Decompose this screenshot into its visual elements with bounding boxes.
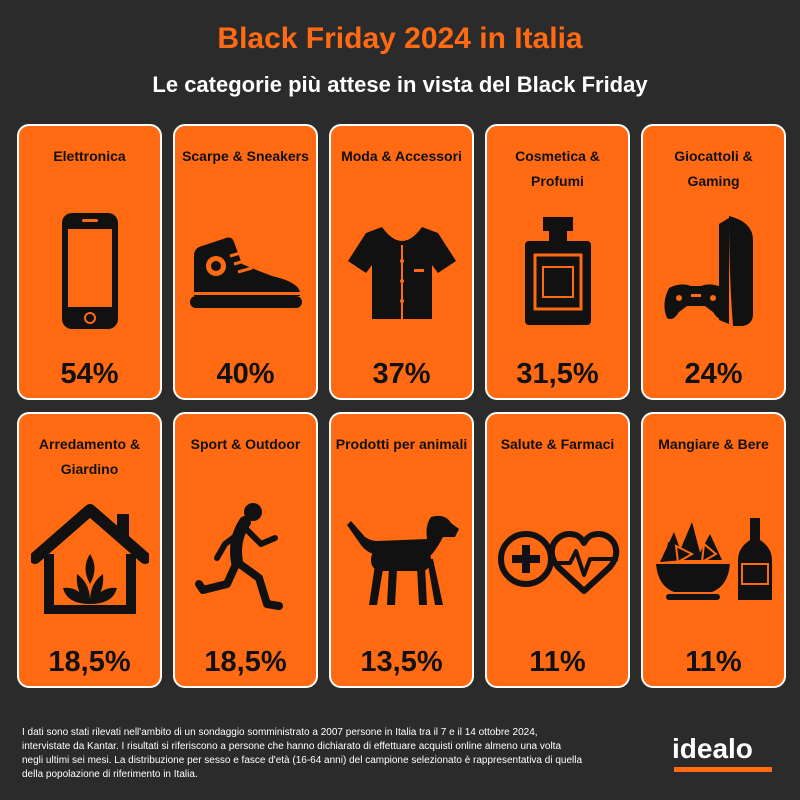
idealo-logo: idealo (672, 733, 753, 764)
category-value: 18,5% (204, 646, 287, 678)
sneaker-icon (181, 196, 310, 346)
category-value: 40% (216, 358, 275, 390)
category-value: 31,5% (516, 358, 599, 390)
chart-subtitle: Le categorie più attese in vista del Bla… (152, 72, 648, 97)
category-label: Salute & Farmaci (500, 436, 615, 452)
dog-icon (337, 484, 466, 634)
category-value: 18,5% (48, 646, 131, 678)
category-grid: Elettronica 54% Scarpe & Sneakers 40% (17, 124, 787, 708)
category-card: Arredamento & Giardino 18,5% (17, 412, 162, 688)
category-label: Moda & Accessori (341, 148, 462, 164)
category-value: 54% (60, 358, 119, 390)
footnote: I dati sono stati rilevati nell'ambito d… (22, 727, 583, 780)
game-console-icon (649, 196, 778, 346)
house-plant-icon (25, 484, 154, 634)
logo-underline (674, 767, 772, 772)
category-card: Sport & Outdoor 18,5% (173, 412, 318, 688)
shirt-icon (337, 196, 466, 346)
category-value: 11% (529, 646, 586, 678)
category-card: Salute & Farmaci 11% (485, 412, 630, 688)
category-label: Mangiare & Bere (658, 436, 769, 452)
category-card: Prodotti per animali 13,5% (329, 412, 474, 688)
runner-icon (181, 484, 310, 634)
category-card: Elettronica 54% (17, 124, 162, 400)
category-label: Arredamento & Giardino (38, 436, 141, 477)
chart-title: Black Friday 2024 in Italia (217, 22, 583, 55)
smartphone-icon (25, 196, 154, 346)
category-value: 24% (684, 358, 743, 390)
health-cross-heart-icon (493, 484, 622, 634)
category-value: 11% (685, 646, 742, 678)
category-label: Prodotti per animali (335, 436, 468, 452)
category-label: Scarpe & Sneakers (182, 148, 309, 164)
category-card: Giocattoli & Gaming 24% (641, 124, 786, 400)
category-card: Moda & Accessori 37% (329, 124, 474, 400)
perfume-icon (493, 196, 622, 346)
category-card: Mangiare & Bere 11% (641, 412, 786, 688)
category-label: Cosmetica & Profumi (515, 148, 600, 189)
category-value: 37% (372, 358, 431, 390)
category-label: Giocattoli & Gaming (674, 148, 753, 189)
category-label: Sport & Outdoor (190, 436, 301, 452)
category-card: Scarpe & Sneakers 40% (173, 124, 318, 400)
food-wine-icon (649, 484, 778, 634)
category-label: Elettronica (53, 148, 126, 164)
category-value: 13,5% (360, 646, 443, 678)
category-card: Cosmetica & Profumi 31,5% (485, 124, 630, 400)
